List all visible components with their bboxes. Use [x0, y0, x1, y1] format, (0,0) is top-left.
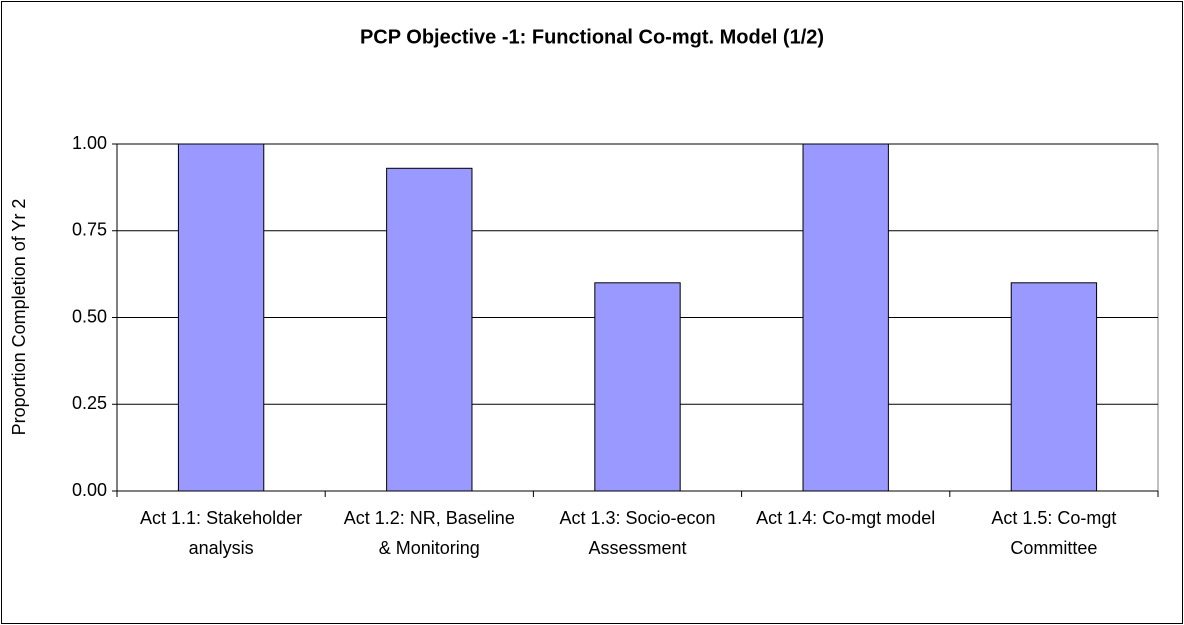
bar [1010, 282, 1098, 492]
y-tick-label: 0.50 [72, 306, 107, 326]
bar [594, 282, 681, 492]
x-tick-label: Act 1.1: Stakeholder analysis [140, 508, 303, 558]
y-axis-label: Proportion Completion of Yr 2 [9, 199, 29, 436]
x-tick-label: Act 1.3: Socio-econ Assessment [559, 508, 716, 558]
bar [802, 143, 889, 492]
x-tick-label: Act 1.5: Co-mgt Committee [991, 508, 1117, 558]
y-tick-label: 0.00 [72, 480, 107, 500]
y-tick-label: 0.25 [72, 393, 107, 413]
bar [386, 167, 473, 492]
x-tick-label: Act 1.2: NR, Baseline & Monitoring [343, 508, 515, 558]
chart-title: PCP Objective -1: Functional Co-mgt. Mod… [360, 26, 824, 48]
x-tick-label: Act 1.4: Co-mgt model [756, 508, 936, 528]
y-tick-label: 0.75 [72, 220, 107, 240]
bar [177, 143, 265, 492]
y-tick-label: 1.00 [72, 133, 107, 153]
